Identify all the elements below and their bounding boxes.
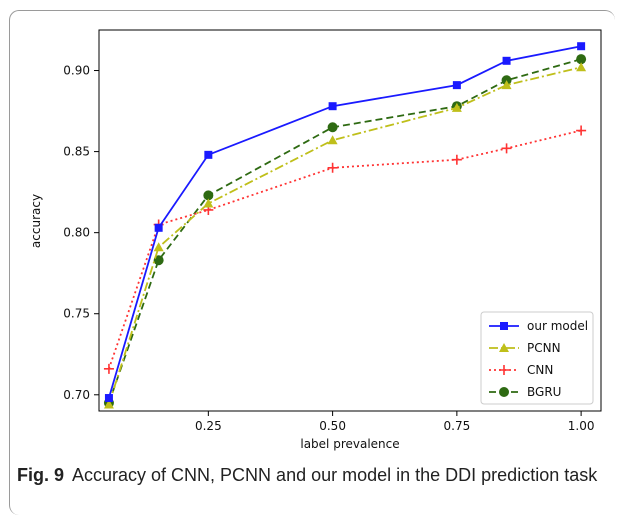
data-point	[501, 143, 512, 154]
data-point	[327, 135, 338, 145]
legend: our model PCNN CNN BGRU	[480, 311, 594, 405]
figure-frame	[9, 10, 615, 515]
data-point	[203, 198, 214, 208]
y-tick-label: 0.70	[63, 388, 90, 402]
legend-marker	[500, 322, 508, 330]
data-point	[502, 56, 511, 65]
data-point	[577, 42, 586, 51]
data-point	[154, 223, 163, 232]
y-tick-label: 0.85	[63, 145, 90, 159]
y-axis: 0.70 0.75 0.80 0.85 0.90	[63, 64, 99, 402]
x-axis-title: label prevalence	[300, 437, 399, 451]
data-point	[104, 394, 113, 403]
data-point	[204, 150, 213, 159]
legend-marker	[499, 387, 509, 397]
legend-label: our model	[527, 319, 588, 333]
data-point	[327, 122, 338, 133]
x-tick-label: 0.25	[195, 419, 222, 433]
data-point	[203, 190, 214, 201]
y-tick-label: 0.75	[63, 307, 90, 321]
figure-caption: Fig. 9 Accuracy of CNN, PCNN and our mode…	[17, 462, 607, 488]
y-tick-label: 0.80	[63, 226, 90, 240]
data-point	[103, 363, 114, 374]
caption-text: Accuracy of CNN, PCNN and our model in t…	[72, 465, 598, 485]
legend-label: CNN	[527, 363, 553, 377]
accuracy-chart: 0.70 0.75 0.80 0.85 0.90 0.25 0.50 0.75 1.00 la…	[29, 29, 602, 451]
y-tick-label: 0.90	[63, 64, 90, 78]
legend-marker	[499, 365, 509, 375]
legend-marker	[499, 343, 509, 352]
x-tick-label: 0.50	[319, 419, 346, 433]
data-point	[451, 154, 462, 165]
x-tick-label: 1.00	[568, 419, 595, 433]
data-point	[452, 81, 461, 90]
legend-label: PCNN	[527, 341, 561, 355]
series-pcnn	[103, 62, 587, 409]
legend-label: BGRU	[527, 385, 561, 399]
legend-box	[480, 311, 594, 405]
x-axis: 0.25 0.50 0.75 1.00	[195, 411, 594, 433]
data-point	[451, 102, 462, 112]
data-point	[153, 242, 164, 252]
x-tick-label: 0.75	[444, 419, 471, 433]
data-point	[576, 54, 587, 65]
data-point	[576, 62, 587, 72]
data-point	[328, 102, 337, 111]
caption-label: Fig. 9	[17, 465, 65, 485]
data-point	[327, 162, 338, 173]
data-point	[501, 80, 512, 90]
data-point	[103, 399, 114, 409]
series-layer	[103, 42, 587, 409]
series-our-model	[104, 42, 586, 403]
y-axis-title: accuracy	[29, 194, 43, 248]
data-point	[576, 125, 587, 136]
